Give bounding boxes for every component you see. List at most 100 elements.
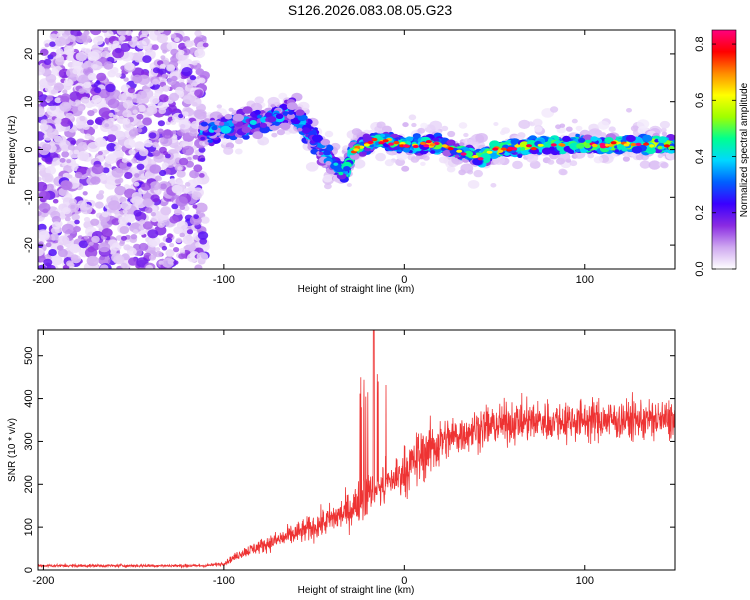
spectrogram-halo-blob [467,180,480,189]
spectrogram-noise-blob [142,198,153,207]
spectrogram-noise-blob [173,247,180,253]
spectrogram-noise-blob [71,164,79,171]
spectrogram-noise-blob [108,112,114,118]
spectrogram-noise-blob [156,213,169,224]
spectrogram-peak-blob [530,147,537,151]
spectrogram-noise-blob [152,149,161,157]
spectrogram-halo-blob [587,153,594,159]
spectrogram-noise-blob [107,239,119,248]
spectrogram-peak-blob [393,141,400,145]
spectrogram-peak-blob [477,157,484,161]
spectrogram-peak-blob [500,147,507,151]
spectrogram-halo-blob [560,169,568,176]
spectrogram-noise-blob [162,85,171,92]
spectrogram-halo-blob [254,96,264,104]
colorbar-tick-label: 0.0 [694,261,706,276]
spectrogram-noise-blob [134,141,145,151]
snr-x-ticks: -200 -100 0 100 [32,330,594,587]
spectrogram-halo-blob [630,125,640,132]
spectrogram-ridge-blob [575,149,581,153]
spectrogram-noise-blob [190,78,201,87]
spectrogram-noise-blob [122,100,134,109]
spectrogram-noise-blob [87,110,95,117]
spectrogram-peak-blob [363,143,370,147]
spectrogram-halo-blob [660,162,669,169]
spectrogram-noise-blob [78,88,86,94]
spectrogram-noise-blob [50,51,57,57]
spectrogram-halo-blob [257,136,270,146]
spectrogram-y-tick-label: 0 [23,146,35,152]
spectrogram-ridge-blob [631,146,643,154]
spectrogram-noise-blob [178,253,186,260]
spectrogram-ridge-blob [657,136,668,144]
spectrogram-peak-blob [623,143,630,147]
spectrogram-noise-blob [165,237,173,243]
spectrogram-noise-blob [142,117,153,126]
spectrogram-noise-blob [38,247,44,257]
spectrogram-peak-blob [550,143,557,147]
spectrogram-halo-blob [660,127,667,133]
spectrogram-halo-blob [375,152,386,162]
spectrogram-peak-blob [643,142,650,146]
spectrogram-noise-blob [54,97,62,104]
spectrogram-peak-blob [492,147,499,151]
spectrogram-noise-blob [133,181,140,187]
spectrogram-noise-blob [171,134,178,139]
spectrogram-halo-blob [384,159,394,167]
spectrogram-ridge-blob [301,127,311,134]
spectrogram-noise-blob [123,77,129,82]
spectrogram-ridge-blob [200,121,208,127]
spectrogram-noise-blob [132,74,143,84]
spectrogram-ridge-blob [657,145,663,150]
colorbar-label: Normalized spectral amplitude [739,82,750,217]
spectrogram-ridge-blob [645,146,656,155]
spectrogram-noise-blob [174,37,180,43]
spectrogram-noise-blob [46,95,54,102]
spectrogram-ridge-blob [205,119,211,123]
spectrogram-halo-blob [223,146,234,155]
spectrogram-noise-blob [197,231,209,240]
spectrogram-noise-blob [162,151,168,156]
spectrogram-ridge-blob [343,166,351,172]
spectrogram-noise-blob [176,220,188,230]
spectrogram-noise-blob [96,79,101,84]
spectrogram-halo-blob [417,127,426,134]
colorbar-ticks: 0.0 0.2 0.4 0.6 0.8 [694,36,736,277]
spectrogram-noise-blob [158,169,167,177]
spectrogram-noise-blob [55,48,64,55]
spectrogram-noise-blob [149,95,160,105]
spectrogram-ridge-blob [432,137,440,143]
colorbar-frame [711,29,737,270]
spectrogram-noise-blob [124,172,133,179]
spectrogram-noise-blob [90,176,101,185]
spectrogram-ridge-blob [312,134,323,143]
spectrogram-noise-blob [38,254,46,263]
spectrogram-noise-blob [55,65,61,70]
spectrogram-peak-blob [441,144,448,148]
spectrogram-halo-blob [267,96,280,107]
spectrogram-ridge-blob [225,135,231,140]
spectrogram-noise-blob [118,93,128,101]
spectrogram-peak-blob [486,150,493,154]
spectrogram-peak-blob [412,144,419,149]
spectrogram-noise-blob [88,241,94,246]
spectrogram-ridge-blob [219,121,225,126]
spectrogram-y-tick-label: -20 [23,237,35,253]
spectrogram-noise-blob [91,164,104,175]
spectrogram-peak-blob [600,145,606,149]
spectrogram-noise-blob [196,252,209,262]
spectrogram-noise-blob [67,34,77,43]
spectrogram-noise-blob [96,193,104,200]
spectrogram-noise-blob [82,191,88,196]
spectrogram-ridge-blob [295,109,305,116]
spectrogram-noise-blob [60,95,70,104]
spectrogram-noise-blob [156,33,168,44]
spectrogram-data [38,30,675,269]
spectrogram-ridge-blob [233,113,244,122]
colorbar-tick-label: 0.8 [694,36,706,51]
spectrogram-noise-blob [66,260,74,267]
spectrogram-noise-blob [65,112,74,120]
spectrogram-halo-blob [420,161,426,166]
spectrogram-noise-blob [104,149,110,154]
spectrogram-noise-blob [124,214,136,223]
